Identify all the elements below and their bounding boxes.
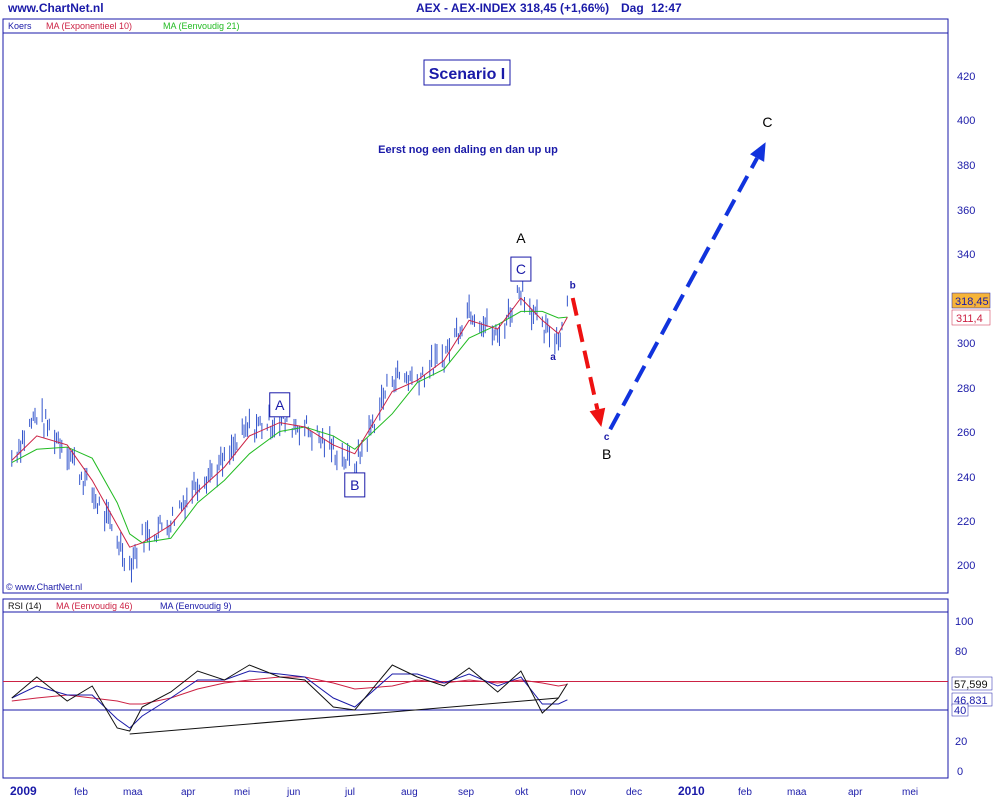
x-label-jun: jun	[286, 787, 300, 798]
rsi-ma9-badge	[951, 692, 993, 707]
price-tick-260: 260	[957, 427, 975, 439]
price-tick-360: 360	[957, 205, 975, 217]
price-tick-220: 220	[957, 516, 975, 528]
wave-label-box-a	[269, 392, 291, 418]
x-label-apr: apr	[181, 787, 196, 798]
wave-label-box-b	[344, 472, 366, 498]
sma21-line	[11, 310, 568, 544]
rsi-ma9-line	[11, 670, 568, 729]
wave-label-b: b	[570, 281, 576, 292]
legend-ema10: MA (Exponentieel 10)	[46, 21, 132, 31]
last-price-label: 318,45	[955, 296, 989, 308]
instrument-name: AEX - AEX-INDEX	[416, 1, 516, 15]
x-label-jul: jul	[344, 787, 355, 798]
rsi-support-trendline	[129, 697, 559, 735]
price-tick-380: 380	[957, 160, 975, 172]
legend-sma21: MA (Eenvoudig 21)	[163, 21, 240, 31]
x-label-maa: maa	[123, 787, 143, 798]
x-label-okt: okt	[515, 787, 529, 798]
projection-arrows	[570, 142, 766, 431]
rsi-value-label: 57,599	[954, 679, 988, 691]
legend-rsi-ma9: MA (Eenvoudig 9)	[160, 601, 232, 611]
rsi-tick-80: 80	[955, 646, 967, 658]
wave-label-b: B	[602, 446, 611, 462]
price-tick-280: 280	[957, 383, 975, 395]
rsi-level-label: 40	[954, 705, 966, 717]
wave-label-c: C	[762, 114, 772, 130]
scenario-subtitle: Eerst nog een daling en dan up up	[378, 144, 558, 156]
wave-label-box-c	[510, 256, 532, 282]
copyright-text: © www.ChartNet.nl	[6, 582, 82, 592]
scenario-title-box	[423, 59, 511, 86]
rsi-tick-100: 100	[955, 616, 973, 628]
red-arrow-head	[589, 407, 606, 428]
wave-label-c: C	[516, 261, 526, 277]
wave-label-a: a	[550, 352, 556, 363]
red-projection-arrow	[570, 297, 600, 410]
legend-rsi: RSI (14)	[8, 601, 42, 611]
x-label-nov: nov	[570, 787, 586, 798]
rsi-tick-0: 0	[957, 766, 963, 778]
x-label-aug: aug	[401, 787, 418, 798]
price-y-ticks: 200 220 240 260 280 300 320 340 360 380 …	[957, 71, 975, 572]
wave-label-a: A	[516, 230, 526, 246]
x-label-dec: dec	[626, 787, 642, 798]
rsi-value-badge	[951, 676, 993, 691]
rsi-tick-20: 20	[955, 736, 967, 748]
x-label-feb-2010: feb	[738, 787, 752, 798]
last-price-badge	[951, 292, 991, 309]
x-label-mei: mei	[234, 787, 250, 798]
wave-label-a: A	[275, 397, 285, 413]
quote-text: 318,45 (+1,66%)	[520, 1, 609, 15]
legend-koers: Koers	[8, 21, 32, 31]
ema10-line	[11, 297, 568, 548]
wave-label-c: c	[604, 432, 610, 443]
site-name: www.ChartNet.nl	[7, 1, 104, 15]
x-label-2009: 2009	[10, 784, 37, 798]
x-label-2010: 2010	[678, 784, 705, 798]
period-text: Dag	[621, 1, 644, 15]
x-label-maa-2010: maa	[787, 787, 807, 798]
price-tick-400: 400	[957, 115, 975, 127]
blue-projection-arrow	[608, 157, 759, 431]
rsi-level-badge	[951, 703, 969, 717]
x-label-sep: sep	[458, 787, 475, 798]
legend-rsi-ma46: MA (Eenvoudig 46)	[56, 601, 133, 611]
ma-price-badge	[951, 309, 991, 326]
price-ma-lines	[11, 297, 568, 548]
x-label-feb: feb	[74, 787, 88, 798]
price-tick-340: 340	[957, 249, 975, 261]
rsi-lines	[3, 664, 948, 735]
price-tick-240: 240	[957, 472, 975, 484]
rsi-ma46-line	[11, 676, 568, 705]
x-axis: 2009 feb maa apr mei jun jul aug sep okt…	[10, 784, 918, 798]
price-tick-300: 300	[957, 338, 975, 350]
scenario-title: Scenario I	[429, 66, 505, 83]
price-tick-420: 420	[957, 71, 975, 83]
x-label-apr-2010: apr	[848, 787, 863, 798]
wave-label-b: B	[350, 477, 359, 493]
rsi-line	[11, 664, 568, 732]
time-text: 12:47	[651, 1, 682, 15]
x-label-mei-2010: mei	[902, 787, 918, 798]
ma-price-label: 311,4	[956, 313, 983, 325]
blue-arrow-head	[750, 142, 766, 162]
price-tick-200: 200	[957, 560, 975, 572]
